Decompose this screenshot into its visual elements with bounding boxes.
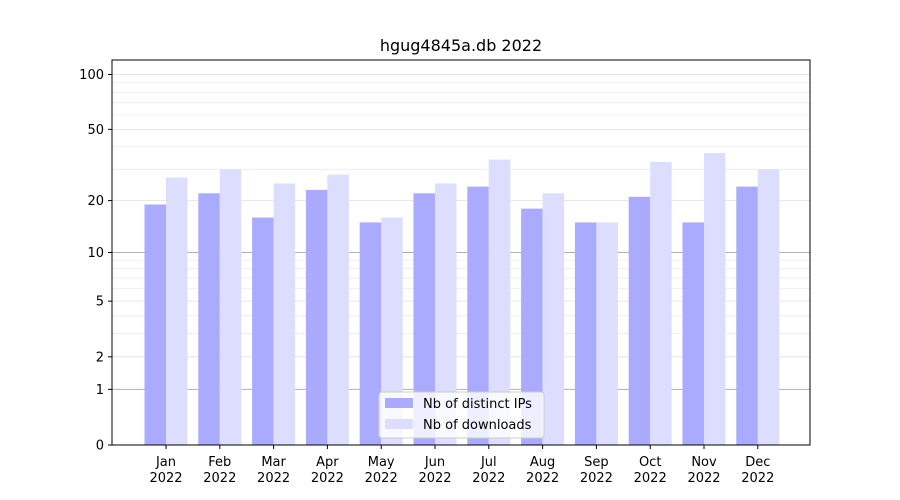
- x-tick-label-month: Apr: [316, 455, 339, 470]
- x-tick-label-month: Sep: [584, 455, 609, 470]
- y-tick-label: 100: [79, 68, 104, 83]
- bar-downloads-mar: [273, 183, 296, 445]
- x-tick-label-year: 2022: [472, 471, 505, 486]
- y-tick-label: 50: [87, 123, 104, 138]
- x-tick-label-month: Jul: [480, 455, 497, 470]
- chart-title: hgug4845a.db 2022: [380, 36, 542, 55]
- x-tick-label-month: Dec: [745, 455, 770, 470]
- y-tick-label: 20: [87, 194, 104, 209]
- x-tick-label-year: 2022: [311, 471, 344, 486]
- bar-downloads-aug: [542, 193, 565, 445]
- y-tick-label: 5: [96, 295, 104, 310]
- x-tick-label-year: 2022: [203, 471, 236, 486]
- x-tick-label-year: 2022: [418, 471, 451, 486]
- bar-downloads-nov: [704, 152, 726, 445]
- x-tick-label-year: 2022: [149, 471, 182, 486]
- y-axis: 0 1 2 5 10 20 50 100: [79, 68, 112, 454]
- x-axis: Jan2022Feb2022Mar2022Apr2022May2022Jun20…: [149, 445, 774, 486]
- bar-distinct-ips-mar: [252, 217, 274, 445]
- bar-distinct-ips-dec: [736, 186, 758, 445]
- x-tick-label-year: 2022: [687, 471, 720, 486]
- x-tick-label-year: 2022: [741, 471, 774, 486]
- bar-distinct-ips-nov: [682, 222, 704, 445]
- bar-distinct-ips-jun: [413, 193, 435, 445]
- bar-downloads-jun: [435, 183, 457, 445]
- x-tick-label-month: Mar: [261, 455, 286, 470]
- bar-distinct-ips-aug: [521, 208, 543, 445]
- y-tick-label: 2: [96, 350, 104, 365]
- x-tick-label-month: Oct: [639, 455, 661, 470]
- x-tick-label-month: May: [368, 455, 395, 470]
- bar-distinct-ips-sep: [574, 222, 597, 445]
- x-tick-label-month: Jan: [155, 455, 176, 470]
- bar-downloads-oct: [650, 161, 672, 445]
- x-tick-label-month: Aug: [530, 455, 555, 470]
- x-tick-label-year: 2022: [365, 471, 398, 486]
- y-tick-label: 0: [96, 439, 104, 454]
- bar-distinct-ips-may: [359, 222, 382, 445]
- bar-distinct-ips-jul: [467, 186, 489, 445]
- x-tick-label-year: 2022: [634, 471, 667, 486]
- legend: Nb of distinct IPs Nb of downloads: [378, 391, 545, 439]
- bar-downloads-feb: [219, 169, 242, 445]
- bars: [144, 152, 780, 446]
- bar-downloads-sep: [596, 222, 618, 445]
- legend-swatch-downloads: [385, 419, 413, 429]
- bar-distinct-ips-feb: [198, 193, 220, 445]
- x-tick-label-month: Nov: [691, 455, 717, 470]
- bar-distinct-ips-apr: [305, 189, 328, 445]
- bar-downloads-may: [381, 217, 403, 445]
- bar-distinct-ips-oct: [628, 196, 651, 445]
- x-tick-label-year: 2022: [257, 471, 290, 486]
- legend-swatch-distinct-ips: [385, 398, 413, 408]
- bar-downloads-jan: [166, 177, 188, 445]
- y-tick-label: 1: [96, 383, 104, 398]
- x-tick-label-year: 2022: [526, 471, 559, 486]
- x-tick-label-month: Jun: [424, 455, 445, 470]
- legend-box: [378, 391, 545, 439]
- bar-downloads-dec: [757, 169, 780, 445]
- bar-downloads-apr: [327, 174, 349, 446]
- legend-label-distinct-ips: Nb of distinct IPs: [423, 397, 532, 412]
- bar-downloads-jul: [488, 159, 511, 445]
- legend-label-downloads: Nb of downloads: [423, 418, 532, 433]
- bar-distinct-ips-jan: [144, 204, 166, 445]
- y-tick-label: 10: [87, 246, 104, 261]
- x-tick-label-month: Feb: [208, 455, 231, 470]
- x-tick-label-year: 2022: [580, 471, 613, 486]
